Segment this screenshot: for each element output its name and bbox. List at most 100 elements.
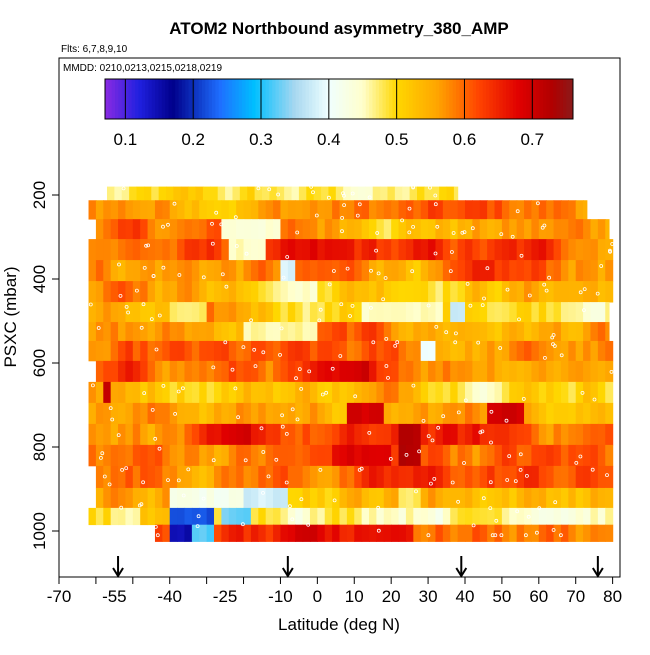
heatmap-cell (243, 524, 252, 542)
sample-marker (376, 505, 381, 510)
sample-marker (88, 302, 93, 307)
heatmap-cell (199, 524, 208, 542)
sample-marker (384, 336, 389, 341)
heatmap-cell (568, 340, 577, 362)
sample-marker (142, 265, 147, 270)
heatmap-cell (154, 507, 163, 526)
heatmap-cell (391, 402, 400, 425)
heatmap-cell (118, 465, 127, 489)
sample-marker (609, 369, 614, 374)
heatmap-cell (501, 200, 510, 220)
heatmap-cell (103, 219, 112, 240)
sample-marker (157, 446, 162, 451)
heatmap-cell (324, 524, 333, 542)
heatmap-cell (457, 444, 466, 467)
heatmap-cell (191, 487, 200, 509)
heatmap-cell (494, 381, 503, 404)
heatmap-cell (140, 402, 149, 425)
heatmap-cell (376, 507, 385, 526)
heatmap-cell (302, 239, 311, 261)
heatmap-cell (221, 219, 230, 240)
heatmap-cell (391, 239, 400, 261)
heatmap-cell (162, 340, 171, 362)
heatmap-cell (309, 219, 318, 240)
sample-marker (342, 203, 347, 208)
heatmap-cell (354, 507, 363, 526)
heatmap-cell (125, 239, 134, 261)
heatmap-cell (154, 402, 163, 425)
heatmap-cell (110, 360, 119, 383)
heatmap-cell (516, 219, 525, 240)
heatmap-cell (177, 444, 186, 467)
heatmap-cell (339, 219, 348, 240)
sample-marker (526, 514, 531, 519)
sample-marker (261, 490, 265, 495)
heatmap-cell (147, 402, 156, 425)
heatmap-cell (442, 302, 451, 323)
colorbar-segment (566, 79, 571, 119)
heatmap-cell (597, 423, 606, 446)
heatmap-cell (265, 322, 274, 342)
heatmap-cell (280, 322, 289, 342)
colorbar-segment (522, 79, 527, 119)
heatmap-cell (509, 487, 518, 509)
heatmap-cell (295, 360, 304, 383)
heatmap-cell (291, 186, 300, 201)
sample-marker (433, 193, 438, 198)
heatmap-cell (590, 322, 599, 342)
sample-marker (582, 287, 587, 292)
heatmap-cell (369, 507, 378, 526)
sample-marker (266, 474, 271, 479)
heatmap-cell (206, 200, 215, 220)
heatmap-cell (169, 465, 178, 489)
heatmap-cell (265, 360, 274, 383)
heatmap-cell (154, 444, 163, 467)
heatmap-cell (132, 322, 141, 342)
heatmap-cell (199, 444, 208, 467)
heatmap-cell (95, 507, 104, 526)
heatmap-cell (199, 487, 208, 509)
heatmap-cell (250, 507, 259, 526)
heatmap-cell (214, 360, 222, 383)
sample-marker (256, 186, 261, 191)
heatmap-cell (184, 302, 193, 323)
heatmap-cell (265, 281, 274, 303)
sample-marker (578, 290, 583, 295)
heatmap-cell (583, 465, 592, 489)
heatmap-cell (177, 281, 186, 303)
heatmap-cell (332, 444, 341, 467)
heatmap-cell (398, 444, 407, 467)
heatmap-cell (568, 381, 577, 404)
sample-marker (462, 461, 466, 465)
heatmap-cell (494, 200, 503, 220)
heatmap-cell (118, 200, 127, 220)
heatmap-cell (95, 360, 104, 383)
heatmap-cell (553, 302, 562, 323)
heatmap-cell (309, 465, 318, 489)
heatmap-cell (560, 302, 569, 323)
heatmap-cell (457, 465, 466, 489)
colorbar-segment (205, 79, 210, 119)
heatmap-cell (154, 340, 163, 362)
heatmap-cell (228, 524, 237, 542)
heatmap-cell (538, 281, 547, 303)
heatmap-cell (317, 281, 326, 303)
heatmap-cell (346, 381, 355, 404)
colorbar-segment (138, 79, 143, 119)
heatmap-cell (391, 302, 400, 323)
sample-marker (489, 440, 493, 445)
heatmap-cell (442, 340, 451, 362)
colorbar-segment (435, 79, 440, 119)
heatmap-cell (236, 423, 245, 446)
heatmap-cell (457, 487, 466, 509)
heatmap-cell (258, 219, 267, 240)
heatmap-cell (546, 507, 555, 526)
heatmap-cell (509, 200, 518, 220)
sample-marker (297, 367, 302, 372)
heatmap-cell (369, 239, 378, 261)
y-tick-label: 200 (30, 181, 49, 209)
sample-marker (417, 449, 422, 454)
sample-marker (519, 253, 524, 258)
chart-title: ATOM2 Northbound asymmetry_380_AMP (169, 19, 508, 38)
